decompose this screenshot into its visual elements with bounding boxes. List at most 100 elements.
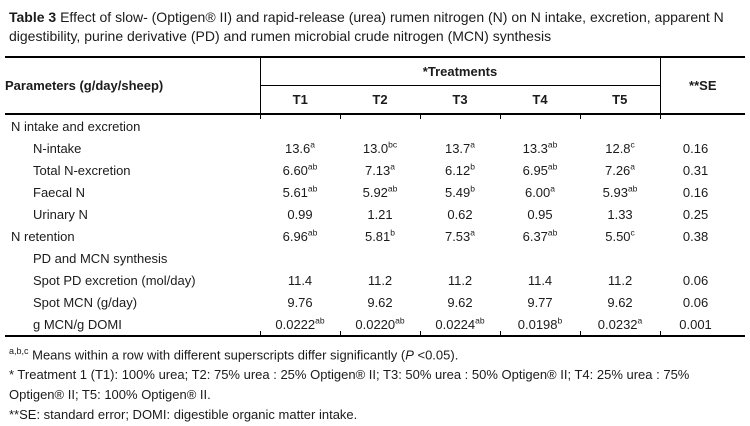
- value-cell: [580, 247, 660, 269]
- significance-superscript: a: [637, 315, 643, 326]
- value-cell: 11.2: [447, 272, 473, 288]
- footnote-significance-tail: <0.05).: [413, 347, 459, 363]
- row-label: N intake and excretion: [11, 118, 141, 134]
- row-label: Spot MCN (g/day): [33, 294, 138, 310]
- se-value-cell: 0.16: [682, 184, 709, 200]
- value-cell: 11.4: [287, 272, 313, 288]
- value-cell: 1.33: [607, 206, 633, 222]
- value-cell: 5.50c: [605, 227, 635, 244]
- significance-superscript: c: [630, 227, 635, 238]
- significance-superscript: ab: [395, 315, 405, 326]
- significance-superscript: a: [470, 227, 476, 238]
- significance-superscript: ab: [307, 161, 318, 172]
- value-cell: [259, 114, 340, 137]
- value-cell: 9.62: [367, 294, 393, 310]
- treatment-column-header-t2: T2: [372, 92, 388, 107]
- value-cell: 5.49b: [444, 183, 476, 200]
- se-value-cell: [659, 114, 745, 137]
- value-cell: 0.0220ab: [339, 313, 420, 336]
- value-cell: 5.81b: [364, 227, 396, 244]
- footnotes: a,b,c Means within a row with different …: [9, 341, 745, 425]
- se-value-cell: 0.25: [682, 206, 709, 222]
- footnote-abbreviations: **SE: standard error; DOMI: digestible o…: [9, 407, 358, 423]
- table-row: Urinary N 0.99 1.21 0.62 0.95 1.33 0.25: [5, 203, 745, 225]
- footnote-treatments: * Treatment 1 (T1): 100% urea; T2: 75% u…: [9, 367, 690, 403]
- data-table: Parameters (g/day/sheep) *Treatments **S…: [5, 56, 746, 337]
- significance-superscript: ab: [547, 139, 558, 150]
- value-cell: 5.92ab: [362, 183, 398, 200]
- table-row: Faecal N 5.61ab 5.92ab 5.49b 6.00a 5.93ab 0.16: [5, 181, 745, 203]
- value-cell: 0.0198b: [499, 313, 580, 336]
- row-label: N-intake: [33, 140, 82, 156]
- value-cell: 9.77: [527, 294, 553, 310]
- value-cell: 12.8c: [605, 139, 635, 156]
- significance-superscript: ab: [475, 315, 485, 326]
- table-caption-text: Effect of slow- (Optigen® II) and rapid-…: [9, 9, 724, 44]
- value-cell: 9.76: [287, 294, 313, 310]
- value-cell: [420, 247, 500, 269]
- table-caption: Table 3 Effect of slow- (Optigen® II) an…: [9, 8, 743, 46]
- value-cell: [579, 114, 660, 137]
- value-cell: 11.4: [527, 272, 553, 288]
- significance-superscript: ab: [627, 183, 638, 194]
- row-label: Urinary N: [33, 206, 88, 222]
- value-cell: 0.95: [527, 206, 553, 222]
- value-cell: 6.00a: [524, 183, 556, 200]
- significance-superscript: ab: [307, 227, 318, 238]
- value-cell: [260, 247, 340, 269]
- se-value-cell: 0.06: [682, 272, 709, 288]
- se-value-cell: 0.16: [682, 140, 709, 156]
- table-caption-number: Table 3: [9, 9, 57, 25]
- header-row-group: Parameters (g/day/sheep) *Treatments **S…: [5, 57, 746, 114]
- value-cell: 7.13a: [364, 161, 396, 178]
- value-cell: 11.2: [607, 272, 633, 288]
- treatment-column-header-t1: T1: [292, 92, 308, 107]
- table-row: Spot PD excretion (mol/day) 11.4 11.2 11.2 1…: [5, 269, 745, 291]
- footnote-significance: a,b,c Means within a row with different …: [9, 341, 745, 365]
- significance-superscript: c: [630, 139, 635, 150]
- table-row: Spot MCN (g/day) 9.76 9.62 9.62 9.77 9.62 0.06: [5, 291, 745, 313]
- significance-superscript: b: [470, 161, 476, 172]
- significance-superscript: b: [390, 227, 396, 238]
- value-cell: 9.62: [447, 294, 473, 310]
- value-cell: 0.62: [447, 206, 473, 222]
- significance-superscript: ab: [307, 183, 318, 194]
- treatment-column-header-t4: T4: [532, 92, 548, 107]
- value-cell: 13.3ab: [522, 139, 558, 156]
- significance-superscript: b: [470, 183, 476, 194]
- value-cell: 5.93ab: [602, 183, 638, 200]
- significance-superscript: ab: [547, 161, 558, 172]
- value-cell: 1.21: [367, 206, 393, 222]
- treatments-group-header: *Treatments: [260, 57, 661, 86]
- significance-superscript: a: [310, 139, 316, 150]
- table-row: PD and MCN synthesis: [5, 247, 745, 269]
- se-value-cell: 0.06: [682, 294, 709, 310]
- value-cell: 6.60ab: [282, 161, 318, 178]
- value-cell: 7.26a: [604, 161, 636, 178]
- significance-superscript: ab: [547, 227, 558, 238]
- value-cell: 5.61ab: [282, 183, 318, 200]
- table-header: Parameters (g/day/sheep) *Treatments **S…: [5, 57, 746, 114]
- se-value-cell: 0.38: [682, 228, 709, 244]
- value-cell: 0.99: [287, 206, 313, 222]
- value-cell: 9.62: [607, 294, 633, 310]
- value-cell: [339, 114, 420, 137]
- footnote-significance-text: Means within a row with different supers…: [28, 347, 406, 363]
- footnote-significance-pvalue: P: [405, 347, 414, 363]
- table-row: N retention 6.96ab 5.81b 7.53a 6.37ab 5.50c 0.…: [5, 225, 745, 247]
- significance-superscript: ab: [387, 183, 398, 194]
- value-cell: 13.0bc: [362, 139, 398, 156]
- significance-superscript: a: [470, 139, 476, 150]
- se-column-header: **SE: [659, 57, 746, 114]
- value-cell: 6.95ab: [522, 161, 558, 178]
- significance-superscript: b: [557, 315, 563, 326]
- treatment-column-header-t3: T3: [452, 92, 468, 107]
- value-cell: 13.6a: [284, 139, 316, 156]
- table-row: N intake and excretion: [5, 114, 745, 137]
- significance-superscript: bc: [388, 139, 398, 150]
- table-row: N-intake 13.6a 13.0bc 13.7a 13.3ab 12.8c 0.16: [5, 137, 745, 159]
- value-cell: 6.96ab: [282, 227, 318, 244]
- value-cell: 0.0232a: [579, 313, 660, 336]
- value-cell: 13.7a: [444, 139, 476, 156]
